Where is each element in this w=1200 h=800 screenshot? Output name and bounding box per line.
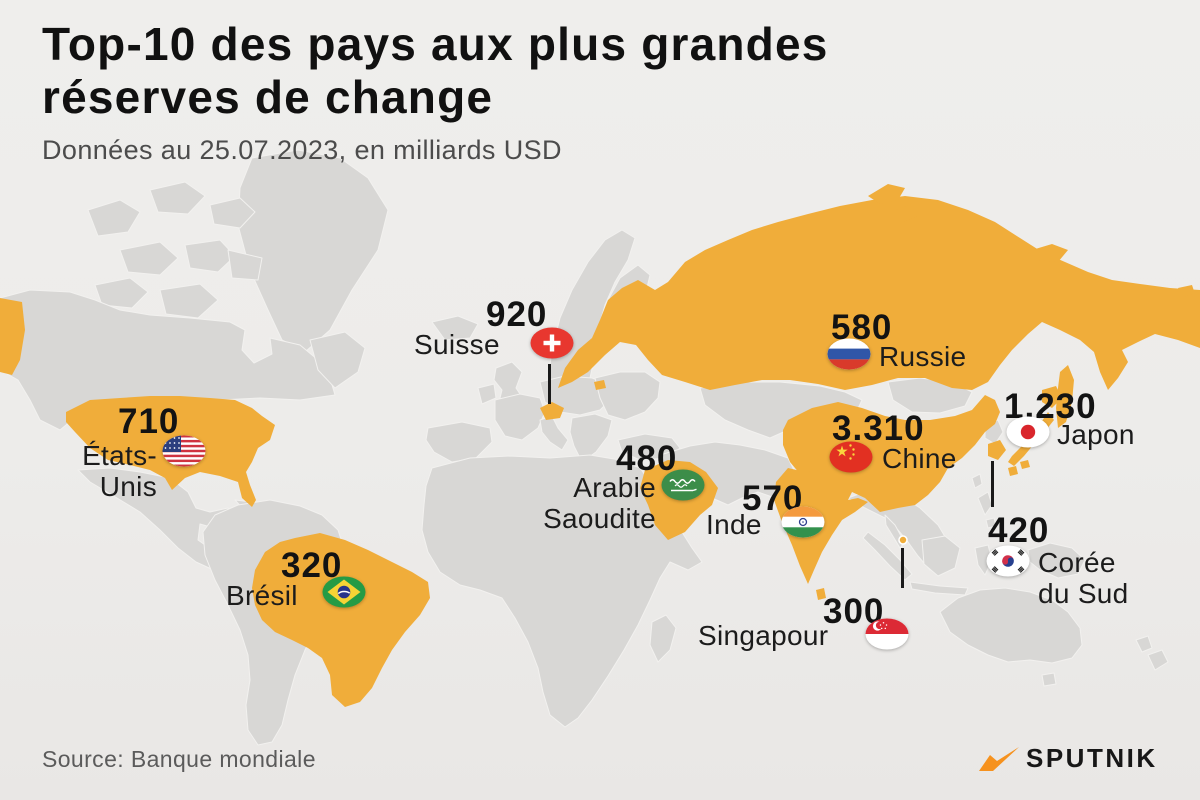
map-region-africa <box>421 454 703 728</box>
us-flag-icon <box>162 435 206 467</box>
switzerland-label: Suisse <box>414 329 500 360</box>
map-region-australia <box>939 587 1083 664</box>
usa-label: États-Unis <box>82 440 157 503</box>
brazil-label: Brésil <box>226 580 298 611</box>
map-region-japan <box>1042 386 1062 408</box>
usa-value: 710 <box>118 402 180 441</box>
saudi-arabia-value: 480 <box>616 439 678 478</box>
russia-label: Russie <box>879 341 967 372</box>
pointer-line-south-korea <box>991 461 994 507</box>
page-subtitle: Données au 25.07.2023, en milliards USD <box>42 134 562 165</box>
map-region-usa <box>0 298 25 375</box>
south-korea-label: Corée du Sud <box>1038 547 1129 610</box>
map-region-singapore <box>898 535 908 545</box>
sputnik-arrow-icon <box>979 747 1019 771</box>
brazil-value: 320 <box>281 546 343 585</box>
india-flag-icon <box>781 506 825 538</box>
saudi-arabia-label: Arabie Saoudite <box>543 472 656 535</box>
sputnik-wordmark: SPUTNIK <box>1026 742 1158 773</box>
china-flag-icon <box>829 441 873 473</box>
header: Top-10 des pays aux plus grandes réserve… <box>42 18 829 166</box>
japan-flag-icon <box>1006 416 1050 448</box>
pointer-line-switzerland <box>548 364 551 404</box>
map-region-switzerland <box>540 402 564 420</box>
page-title-line1: Top-10 des pays aux plus grandes <box>42 18 829 70</box>
brazil-flag-icon <box>322 576 366 608</box>
singapore-label: Singapour <box>698 620 829 651</box>
india-label: Inde <box>706 509 762 540</box>
russia-flag-icon <box>827 338 871 370</box>
map-region-south-korea <box>988 440 1006 460</box>
china-value: 3.310 <box>832 409 925 448</box>
south-korea-flag-icon <box>986 545 1030 577</box>
page-title: Top-10 des pays aux plus grandes réserve… <box>42 18 829 125</box>
pointer-line-singapore <box>901 548 904 588</box>
map-region-greenland <box>237 149 389 353</box>
map-land-gray <box>0 149 1169 746</box>
singapore-flag-icon <box>865 618 909 650</box>
map-region-russia <box>558 196 1200 390</box>
source-text: Source: Banque mondiale <box>42 746 316 772</box>
japan-label: Japon <box>1057 419 1135 450</box>
switzerland-value: 920 <box>486 295 548 334</box>
china-label: Chine <box>882 443 957 474</box>
switzerland-flag-icon <box>530 327 574 359</box>
south-korea-value: 420 <box>988 511 1050 550</box>
map-region-brazil <box>252 533 430 707</box>
saudi-arabia-flag-icon <box>661 469 705 501</box>
page-title-line2: réserves de change <box>42 71 494 124</box>
sputnik-logo: SPUTNIK <box>978 742 1158 774</box>
